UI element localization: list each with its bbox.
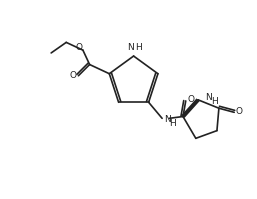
Text: O: O xyxy=(70,71,77,80)
Text: O: O xyxy=(75,43,82,52)
Text: H: H xyxy=(169,119,176,128)
Text: N: N xyxy=(205,93,212,102)
Text: N: N xyxy=(164,115,171,124)
Text: H: H xyxy=(135,43,142,52)
Text: H: H xyxy=(211,97,218,106)
Text: N: N xyxy=(127,43,134,52)
Text: O: O xyxy=(236,107,243,116)
Text: O: O xyxy=(188,95,195,104)
